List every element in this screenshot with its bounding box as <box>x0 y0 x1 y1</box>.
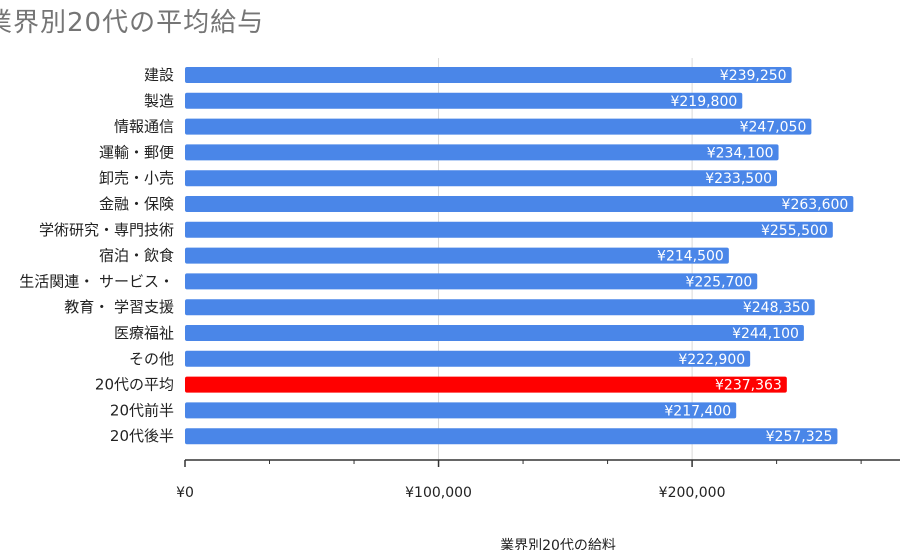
x-tick-label: ¥200,000 <box>659 485 726 501</box>
category-label: 学術研究・専門技術 <box>39 221 174 239</box>
bar <box>185 376 787 393</box>
category-label: 運輸・郵便 <box>99 143 174 161</box>
bar <box>185 299 815 316</box>
bars: ¥239,250 ¥219,800¥247,050 ¥234,100 ¥233,500… <box>185 67 854 445</box>
category-label: 建設 <box>144 66 174 84</box>
bar <box>185 221 833 238</box>
bar <box>185 350 751 367</box>
data-label: ¥257,325 <box>766 429 833 445</box>
data-label: ¥248,350 <box>743 300 810 316</box>
x-axis-title: 業界別20代の給料 <box>500 538 616 550</box>
bar <box>185 144 779 161</box>
chart-title: 業界別20代の平均給与 <box>0 8 265 38</box>
data-label: ¥234,100 <box>707 145 774 161</box>
bar <box>185 402 737 419</box>
bar <box>185 428 838 445</box>
x-axis: ¥0 ¥100,000 ¥200,000 <box>176 459 900 501</box>
bar <box>185 67 792 83</box>
category-labels: 建設製造情報通信運輸・郵便卸売・小売金融・保険学術研究・専門技術宿泊・飲食生活関… <box>19 66 174 445</box>
category-label: 卸売・小売 <box>99 169 174 187</box>
x-tick-label: ¥100,000 <box>405 485 472 501</box>
category-label: 20代後半 <box>110 427 174 445</box>
x-tick-label: ¥0 <box>176 485 194 501</box>
data-label: ¥219,800 <box>670 94 737 110</box>
bar <box>185 92 743 109</box>
data-label: ¥233,500 <box>705 171 772 187</box>
bar <box>185 170 778 187</box>
bar <box>185 325 804 341</box>
data-label: ¥214,500 <box>657 249 724 265</box>
category-label: 20代前半 <box>110 401 174 419</box>
data-label: ¥237,363 <box>715 378 782 394</box>
category-label: 医療福祉 <box>114 324 174 342</box>
data-label: ¥239,250 <box>720 68 787 84</box>
data-label: ¥244,100 <box>732 326 799 342</box>
category-label: 生活関連・ サービス・ <box>19 272 174 290</box>
data-label: ¥222,900 <box>678 352 745 368</box>
category-label: その他 <box>129 350 174 368</box>
data-label: ¥255,500 <box>761 223 828 239</box>
bar <box>185 273 758 290</box>
bar <box>185 118 812 135</box>
bar <box>185 196 854 212</box>
bar <box>185 247 729 264</box>
category-label: 情報通信 <box>114 118 174 136</box>
category-label: 宿泊・飲食 <box>99 247 174 265</box>
category-label: 教育・ 学習支援 <box>64 298 174 316</box>
category-label: 金融・保険 <box>99 195 174 213</box>
category-label: 20代の平均 <box>95 376 174 394</box>
data-label: ¥225,700 <box>685 274 752 290</box>
data-label: ¥217,400 <box>664 403 731 419</box>
category-label: 製造 <box>144 92 174 110</box>
data-label: ¥263,600 <box>782 197 849 213</box>
data-label: ¥247,050 <box>740 120 807 136</box>
